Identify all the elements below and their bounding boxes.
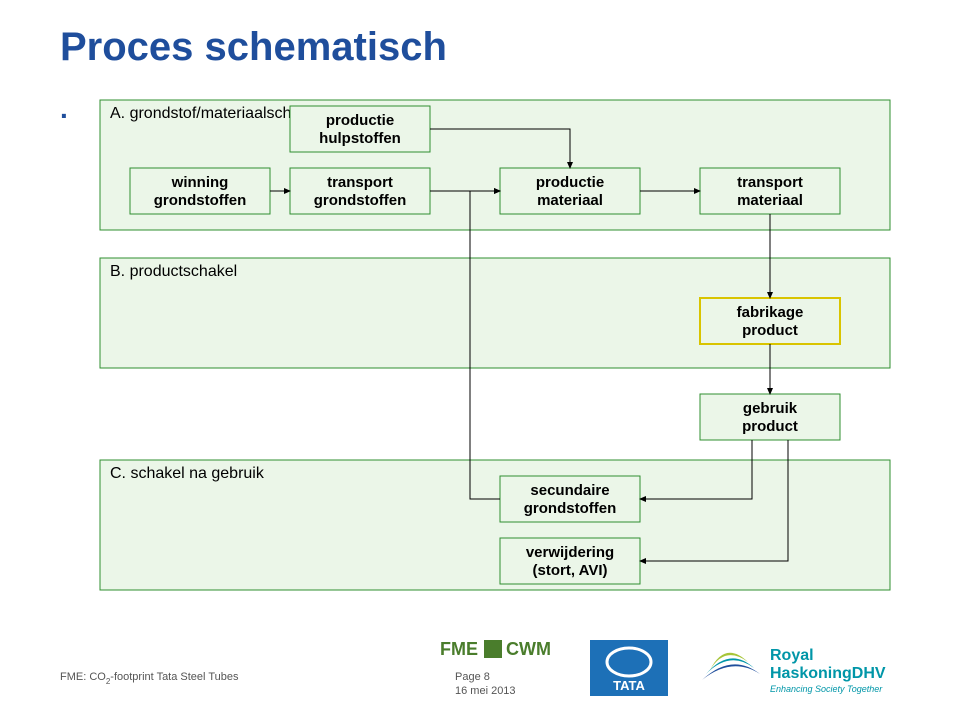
- logo-tata-text: TATA: [613, 678, 645, 693]
- node-fabrikage-line1: fabrikage: [737, 304, 804, 321]
- node-fabrikage-line2: product: [742, 322, 798, 339]
- node-productie_materiaal-line1: productie: [536, 174, 604, 191]
- node-gebruik-line1: gebruik: [743, 400, 798, 417]
- logo-royal-tag: Enhancing Society Together: [770, 684, 883, 694]
- logo-royal-line2: HaskoningDHV: [770, 665, 886, 682]
- node-winning-line2: grondstoffen: [154, 192, 246, 209]
- node-secundaire: secundairegrondstoffen: [500, 476, 640, 522]
- footer-page: Page 8: [455, 671, 490, 683]
- node-transport_grondstoffen-line1: transport: [327, 174, 393, 191]
- logo-royal-line1: Royal: [770, 647, 814, 664]
- footer: FME: CO2-footprint Tata Steel Tubes Page…: [60, 639, 886, 697]
- node-secundaire-line2: grondstoffen: [524, 500, 616, 517]
- node-transport_materiaal-line1: transport: [737, 174, 803, 191]
- node-verwijdering-line1: verwijdering: [526, 544, 614, 561]
- footer-left-b: -footprint Tata Steel Tubes: [110, 671, 239, 683]
- node-productie_materiaal-line2: materiaal: [537, 192, 603, 209]
- node-winning-line1: winning: [171, 174, 229, 191]
- panel-b-label: B. productschakel: [110, 263, 237, 280]
- node-transport_grondstoffen-line2: grondstoffen: [314, 192, 406, 209]
- logo-fme-text: FME: [440, 639, 478, 659]
- node-secundaire-line1: secundaire: [530, 482, 609, 499]
- footer-left: FME: CO2-footprint Tata Steel Tubes: [60, 671, 239, 686]
- logo-fmecwm: FME CWM: [440, 639, 551, 659]
- logo-fme-bar: [484, 640, 502, 658]
- node-productie_hulpstoffen: productiehulpstoffen: [290, 106, 430, 152]
- logo-cwm-text: CWM: [506, 639, 551, 659]
- panel-c-label: C. schakel na gebruik: [110, 465, 265, 482]
- node-verwijdering: verwijdering(stort, AVI): [500, 538, 640, 584]
- node-gebruik: gebruikproduct: [700, 394, 840, 440]
- slide-canvas: Proces schematisch . A. grondstof/materi…: [0, 0, 960, 717]
- node-productie_materiaal: productiemateriaal: [500, 168, 640, 214]
- logo-royal-leaf3: [702, 664, 760, 680]
- panel-a-label: A. grondstof/materiaalschakel: [110, 105, 321, 122]
- node-productie_hulpstoffen-line1: productie: [326, 112, 394, 129]
- logo-tata: TATA: [590, 640, 668, 696]
- slide-title: Proces schematisch: [60, 25, 447, 69]
- footer-left-a: FME: CO: [60, 671, 106, 683]
- node-fabrikage: fabrikageproduct: [700, 298, 840, 344]
- node-verwijdering-line2: (stort, AVI): [533, 562, 608, 579]
- node-transport_materiaal: transportmateriaal: [700, 168, 840, 214]
- node-transport_materiaal-line2: materiaal: [737, 192, 803, 209]
- logo-royal: Royal HaskoningDHV Enhancing Society Tog…: [702, 647, 886, 694]
- footer-date: 16 mei 2013: [455, 685, 516, 697]
- panel-c: C. schakel na gebruik: [100, 460, 890, 590]
- node-transport_grondstoffen: transportgrondstoffen: [290, 168, 430, 214]
- bullet-dot: .: [60, 93, 68, 124]
- node-winning: winninggrondstoffen: [130, 168, 270, 214]
- node-productie_hulpstoffen-line2: hulpstoffen: [319, 130, 401, 147]
- node-gebruik-line2: product: [742, 418, 798, 435]
